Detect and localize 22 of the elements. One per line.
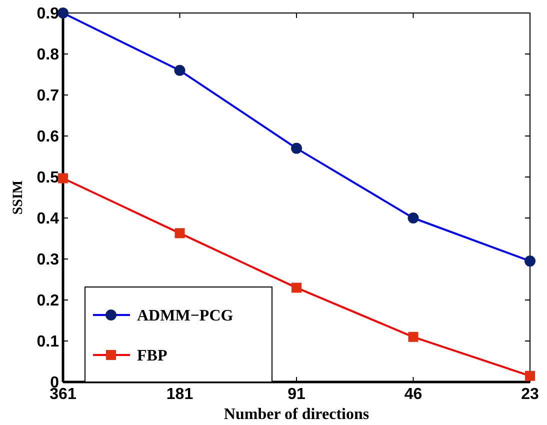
y-tick-label: 0.9 bbox=[36, 6, 60, 23]
point bbox=[174, 228, 185, 238]
x-axis-title: Number of directions bbox=[224, 406, 370, 423]
legend-label: ADMM−PCG bbox=[137, 308, 234, 325]
y-tick-label: 0.7 bbox=[36, 88, 60, 105]
y-tick-label: 0.4 bbox=[36, 210, 60, 228]
x-tick-label: 46 bbox=[404, 386, 422, 403]
x-tick-label: 181 bbox=[166, 386, 194, 403]
y-tick-label: 0.5 bbox=[36, 170, 60, 187]
point bbox=[292, 282, 302, 293]
y-tick-label: 0.2 bbox=[36, 292, 60, 310]
point bbox=[408, 332, 418, 342]
y-tick-label: 0.8 bbox=[36, 46, 60, 64]
y-tick-label: 0.6 bbox=[36, 128, 60, 146]
x-tick-label: 23 bbox=[521, 386, 539, 403]
point bbox=[58, 173, 68, 184]
y-tick-label: 0.1 bbox=[36, 334, 60, 351]
y-tick-label: 0.3 bbox=[36, 252, 60, 269]
x-tick-label: 91 bbox=[288, 386, 306, 403]
point bbox=[525, 370, 535, 381]
y-axis-title: SSIM bbox=[11, 180, 26, 215]
legend-label: FBP bbox=[137, 348, 168, 365]
